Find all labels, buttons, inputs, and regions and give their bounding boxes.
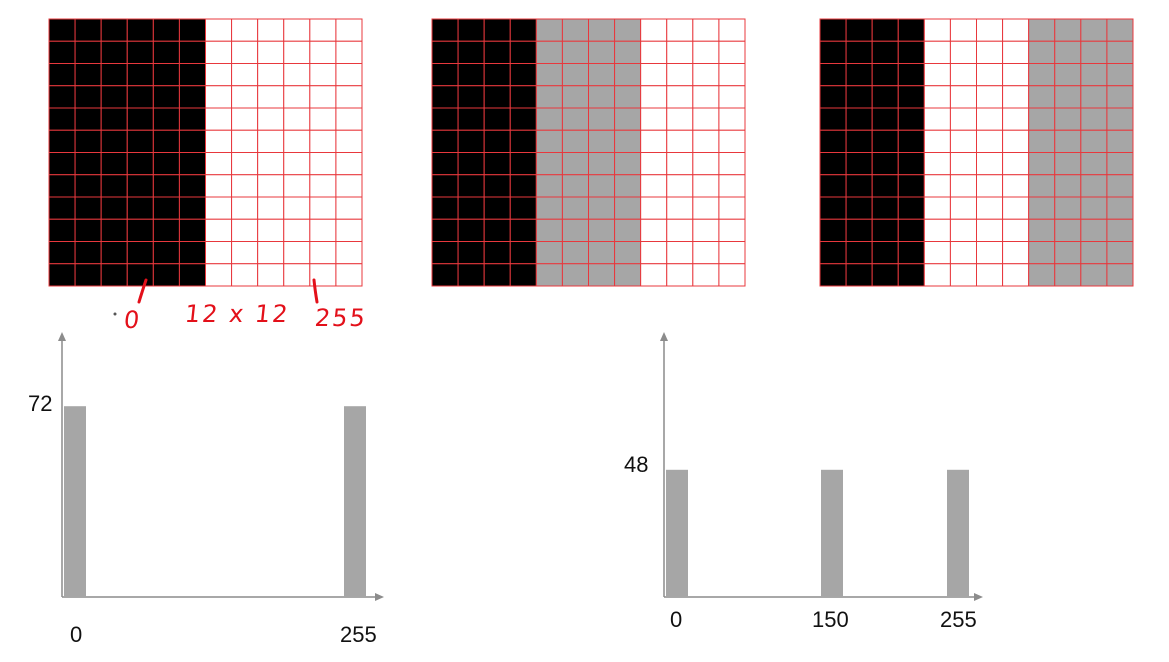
- pointer-line-zero: [137, 278, 148, 304]
- image-grid-three-level-b: [819, 18, 1134, 287]
- histogram-bar-255: [344, 406, 366, 597]
- y-tick-label-hist2: 48: [624, 452, 649, 477]
- x-tick-label-hist2-255: 255: [940, 607, 977, 632]
- x-axis-arrow: [974, 593, 983, 601]
- x-axis-arrow: [375, 593, 384, 601]
- histogram-bar-255: [947, 469, 969, 597]
- pixel-cell: [718, 263, 746, 287]
- pointer-line-max: [312, 278, 319, 304]
- x-tick-label-hist2-0: 0: [670, 607, 683, 632]
- cursor-dot: [113, 312, 117, 316]
- histogram-bar-0: [64, 406, 86, 597]
- image-grid-binary: [48, 18, 363, 287]
- y-axis-arrow: [660, 332, 668, 341]
- histogram-bar-0: [666, 469, 688, 597]
- y-tick-label-hist1: 72: [28, 391, 53, 416]
- x-tick-label-hist1-0: 0: [70, 622, 83, 647]
- x-tick-label-hist1-255: 255: [340, 622, 377, 647]
- y-axis-arrow: [58, 332, 66, 341]
- x-tick-label-hist2-150: 150: [812, 607, 849, 632]
- histogram-bar-150: [821, 469, 843, 597]
- image-grid-three-level-a: [431, 18, 746, 287]
- pixel-cell: [335, 263, 363, 287]
- pixel-cell: [1106, 263, 1134, 287]
